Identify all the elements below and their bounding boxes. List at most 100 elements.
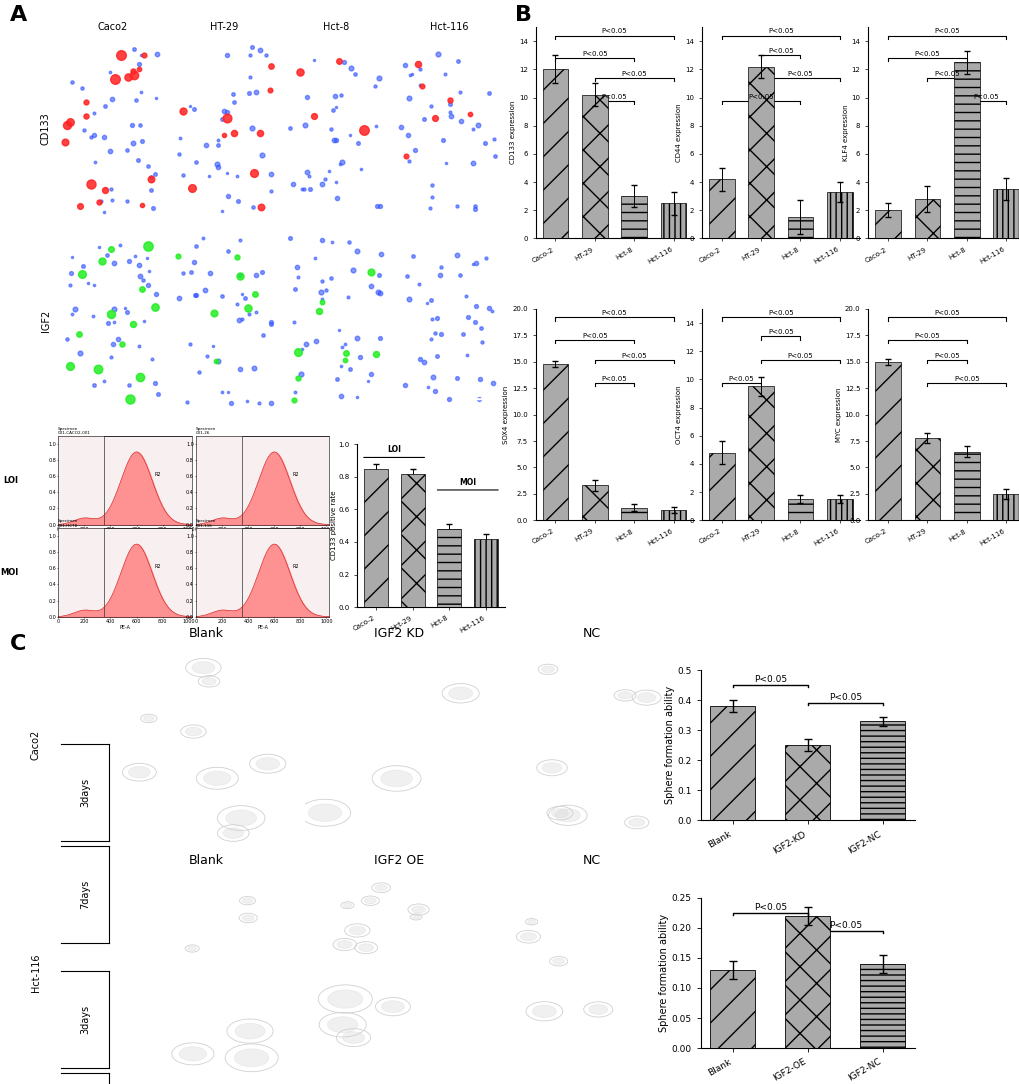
Circle shape [234, 1049, 269, 1067]
Circle shape [192, 661, 215, 674]
Text: 50μm: 50μm [465, 383, 489, 391]
Text: NC: NC [583, 854, 600, 867]
Circle shape [243, 898, 253, 903]
Circle shape [588, 1005, 607, 1015]
Text: P<0.05: P<0.05 [827, 921, 861, 930]
Circle shape [243, 915, 254, 921]
Text: P<0.05: P<0.05 [601, 310, 627, 317]
Bar [914, 199, 940, 238]
Bar [582, 94, 607, 238]
Circle shape [223, 828, 244, 838]
Text: P<0.05: P<0.05 [767, 28, 793, 35]
Bar [582, 486, 607, 520]
Bar [748, 386, 773, 520]
Text: B: B [515, 5, 532, 25]
Circle shape [448, 687, 473, 699]
Y-axis label: CD133 expression: CD133 expression [510, 101, 516, 165]
Circle shape [185, 727, 202, 736]
Circle shape [629, 818, 644, 826]
Bar [787, 499, 812, 520]
Text: LOI: LOI [3, 476, 18, 485]
Bar [542, 364, 568, 520]
Text: Specimen
001-CACO2-001: Specimen 001-CACO2-001 [58, 427, 91, 436]
Text: P<0.05: P<0.05 [787, 352, 812, 359]
Text: MOI: MOI [459, 478, 476, 487]
Text: LOI: LOI [387, 446, 400, 454]
Circle shape [541, 666, 554, 673]
Circle shape [187, 946, 197, 951]
X-axis label: PE-A: PE-A [257, 532, 268, 538]
Text: P<0.05: P<0.05 [748, 94, 773, 100]
Text: Specimen
001-116: Specimen 001-116 [196, 519, 216, 528]
Text: IGF2 OE: IGF2 OE [374, 854, 424, 867]
Y-axis label: Sphere formation ability: Sphere formation ability [658, 914, 668, 1032]
Bar [104, 436, 192, 525]
Circle shape [204, 771, 230, 786]
Circle shape [256, 758, 279, 770]
Circle shape [412, 906, 425, 913]
Text: 100μm: 100μm [259, 730, 278, 735]
Bar [914, 438, 940, 520]
Text: Specimen
001-26: Specimen 001-26 [196, 427, 216, 436]
Bar [993, 189, 1018, 238]
Circle shape [179, 1047, 207, 1061]
Bar [474, 539, 497, 607]
Text: P<0.05: P<0.05 [767, 310, 793, 317]
Text: 3days: 3days [81, 777, 90, 806]
Text: 3days: 3days [81, 1005, 90, 1034]
Text: R2: R2 [291, 472, 299, 477]
Bar [710, 706, 755, 821]
Text: Hct-116: Hct-116 [31, 954, 41, 992]
Circle shape [520, 932, 536, 941]
Bar [993, 494, 1018, 520]
Text: P<0.05: P<0.05 [601, 94, 627, 100]
Text: HT-29: HT-29 [210, 22, 238, 33]
Bar [785, 746, 829, 821]
Text: P<0.05: P<0.05 [582, 51, 607, 56]
Text: IGF2 KD: IGF2 KD [374, 627, 424, 640]
Circle shape [342, 1032, 365, 1044]
Text: 100μm: 100μm [259, 957, 278, 963]
Bar [874, 362, 900, 520]
Circle shape [342, 903, 352, 907]
Circle shape [327, 1017, 358, 1033]
Bar [660, 509, 686, 520]
Circle shape [225, 810, 257, 826]
Circle shape [532, 1005, 555, 1018]
X-axis label: PE-A: PE-A [119, 532, 130, 538]
Text: P<0.05: P<0.05 [621, 352, 646, 359]
Circle shape [144, 715, 154, 721]
Text: Caco2: Caco2 [31, 731, 41, 760]
Text: P<0.05: P<0.05 [933, 70, 959, 77]
Y-axis label: MYC expression: MYC expression [835, 387, 841, 442]
Circle shape [554, 809, 580, 822]
Bar [242, 436, 329, 525]
Bar [708, 179, 734, 238]
Bar [785, 916, 829, 1048]
Text: R2: R2 [154, 564, 161, 569]
Bar [400, 474, 424, 607]
Text: 100μm: 100μm [644, 831, 663, 837]
Text: C: C [10, 634, 26, 654]
X-axis label: PE-A: PE-A [119, 624, 130, 630]
Text: 100μm: 100μm [451, 730, 471, 735]
Text: IGF2: IGF2 [41, 310, 51, 333]
Bar [859, 964, 904, 1048]
Bar [826, 499, 852, 520]
Text: P<0.05: P<0.05 [827, 694, 861, 702]
Text: P<0.05: P<0.05 [601, 376, 627, 382]
Circle shape [381, 1001, 404, 1012]
Text: P<0.05: P<0.05 [621, 70, 646, 77]
Text: P<0.05: P<0.05 [582, 333, 607, 338]
Text: Caco2: Caco2 [97, 22, 127, 33]
Text: 100μm: 100μm [644, 957, 663, 963]
Text: NC: NC [583, 627, 600, 640]
Bar [242, 528, 329, 617]
Y-axis label: CD133 positive rate: CD133 positive rate [330, 491, 336, 560]
Circle shape [637, 693, 655, 702]
Text: R2: R2 [154, 472, 161, 477]
Bar [826, 192, 852, 238]
Y-axis label: SOX4 expression: SOX4 expression [502, 386, 508, 443]
Circle shape [618, 692, 632, 699]
Y-axis label: KLF4 expression: KLF4 expression [842, 104, 848, 162]
